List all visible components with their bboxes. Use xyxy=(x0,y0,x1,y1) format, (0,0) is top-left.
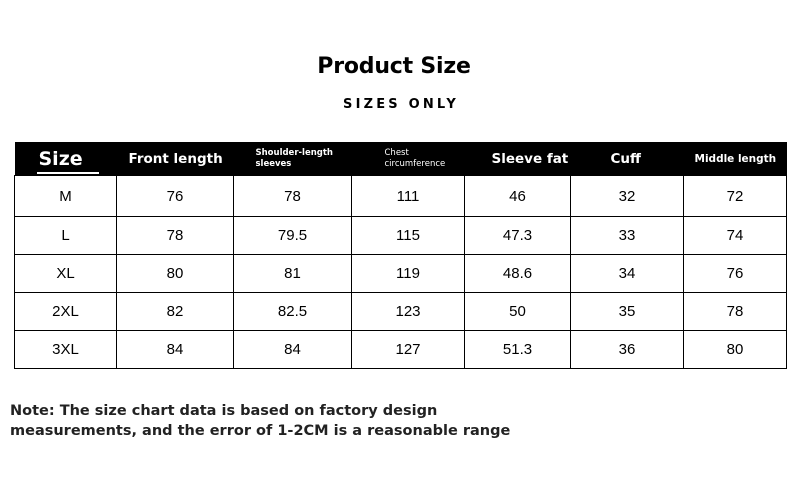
cell-size: L xyxy=(14,216,117,255)
header-chest-circumference: Chest circumference xyxy=(351,142,465,176)
cell-cuff: 36 xyxy=(570,330,684,369)
cell-size: 3XL xyxy=(14,330,117,369)
cell-middle-length: 72 xyxy=(683,175,787,217)
cell-shoulder-length: 79.5 xyxy=(233,216,352,255)
header-front-length: Front length xyxy=(116,142,234,176)
table-row: 2XL 82 82.5 123 50 35 78 xyxy=(14,292,787,331)
header-size: Size xyxy=(14,142,117,176)
cell-chest: 119 xyxy=(351,254,465,293)
size-note-line-2: measurements, and the error of 1-2CM is … xyxy=(10,423,511,439)
cell-chest: 127 xyxy=(351,330,465,369)
cell-middle-length: 80 xyxy=(683,330,787,369)
cell-front-length: 84 xyxy=(116,330,234,369)
cell-chest: 111 xyxy=(351,175,465,217)
cell-middle-length: 78 xyxy=(683,292,787,331)
cell-chest: 115 xyxy=(351,216,465,255)
cell-middle-length: 76 xyxy=(683,254,787,293)
cell-cuff: 33 xyxy=(570,216,684,255)
cell-shoulder-length: 84 xyxy=(233,330,352,369)
cell-sleeve-fat: 48.6 xyxy=(464,254,571,293)
cell-size: 2XL xyxy=(14,292,117,331)
header-sleeve-fat: Sleeve fat xyxy=(464,142,571,176)
page-title: Product Size xyxy=(317,54,471,79)
page-subtitle: SIZES ONLY xyxy=(343,97,459,112)
cell-cuff: 34 xyxy=(570,254,684,293)
cell-front-length: 78 xyxy=(116,216,234,255)
table-row: XL 80 81 119 48.6 34 76 xyxy=(14,254,787,293)
cell-sleeve-fat: 50 xyxy=(464,292,571,331)
cell-size: M xyxy=(14,175,117,217)
header-cuff: Cuff xyxy=(570,142,684,176)
header-size-underline xyxy=(36,172,99,174)
size-chart-table: Size Front length Shoulder-length sleeves… xyxy=(14,142,787,369)
size-note-line-1: Note: The size chart data is based on fa… xyxy=(10,403,438,419)
cell-front-length: 80 xyxy=(116,254,234,293)
cell-sleeve-fat: 51.3 xyxy=(464,330,571,369)
header-middle-length: Middle length xyxy=(683,142,787,176)
cell-shoulder-length: 81 xyxy=(233,254,352,293)
cell-shoulder-length: 78 xyxy=(233,175,352,217)
table-row: 3XL 84 84 127 51.3 36 80 xyxy=(14,330,787,369)
cell-sleeve-fat: 47.3 xyxy=(464,216,571,255)
cell-cuff: 32 xyxy=(570,175,684,217)
table-header-row: Size Front length Shoulder-length sleeves… xyxy=(14,142,787,176)
cell-cuff: 35 xyxy=(570,292,684,331)
cell-front-length: 76 xyxy=(116,175,234,217)
cell-chest: 123 xyxy=(351,292,465,331)
table-row: M 76 78 111 46 32 72 xyxy=(14,175,787,217)
table-row: L 78 79.5 115 47.3 33 74 xyxy=(14,216,787,255)
cell-front-length: 82 xyxy=(116,292,234,331)
size-note: Note: The size chart data is based on fa… xyxy=(10,401,570,441)
cell-sleeve-fat: 46 xyxy=(464,175,571,217)
header-shoulder-length-sleeves: Shoulder-length sleeves xyxy=(233,142,352,176)
cell-middle-length: 74 xyxy=(683,216,787,255)
cell-shoulder-length: 82.5 xyxy=(233,292,352,331)
cell-size: XL xyxy=(14,254,117,293)
